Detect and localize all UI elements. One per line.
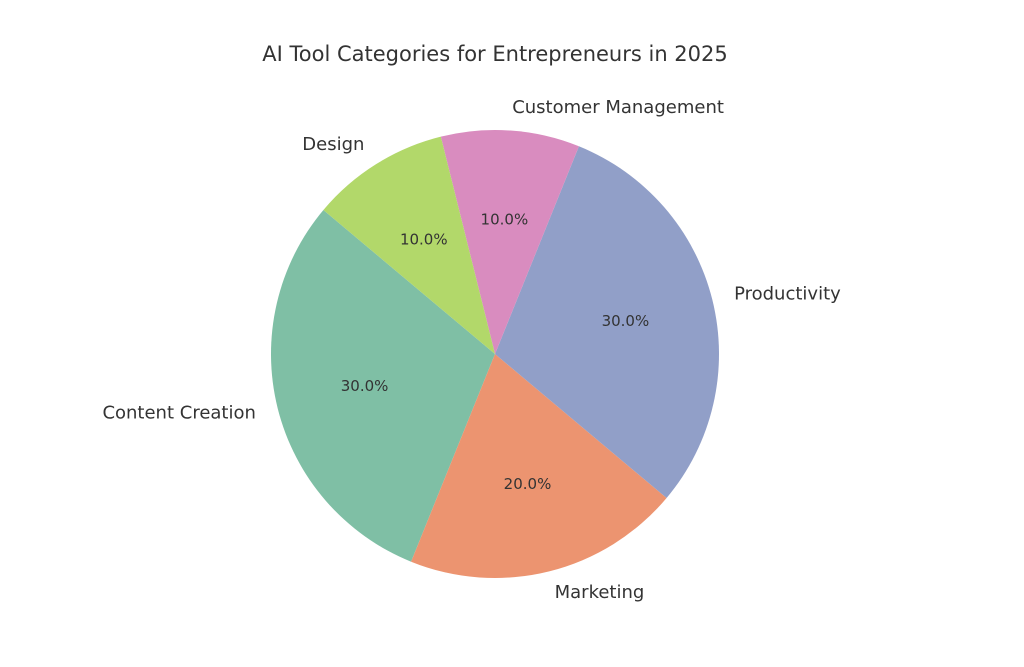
pie-slice: [323, 136, 495, 354]
pie-slice: [440, 130, 579, 354]
value-label: 30.0%: [341, 377, 389, 395]
slice-label: Productivity: [734, 283, 841, 304]
pie-slice: [270, 210, 495, 562]
pie-slice: [495, 146, 720, 498]
slice-label: Design: [302, 134, 364, 155]
pie-slice: [411, 354, 667, 579]
value-label: 20.0%: [504, 475, 552, 493]
value-label: 10.0%: [481, 210, 529, 228]
slice-label: Content Creation: [102, 403, 255, 424]
slice-label: Customer Management: [512, 97, 724, 118]
value-label: 30.0%: [602, 312, 650, 330]
chart-title: AI Tool Categories for Entrepreneurs in …: [262, 42, 728, 66]
value-label: 10.0%: [400, 231, 448, 249]
slice-label: Marketing: [555, 582, 645, 603]
